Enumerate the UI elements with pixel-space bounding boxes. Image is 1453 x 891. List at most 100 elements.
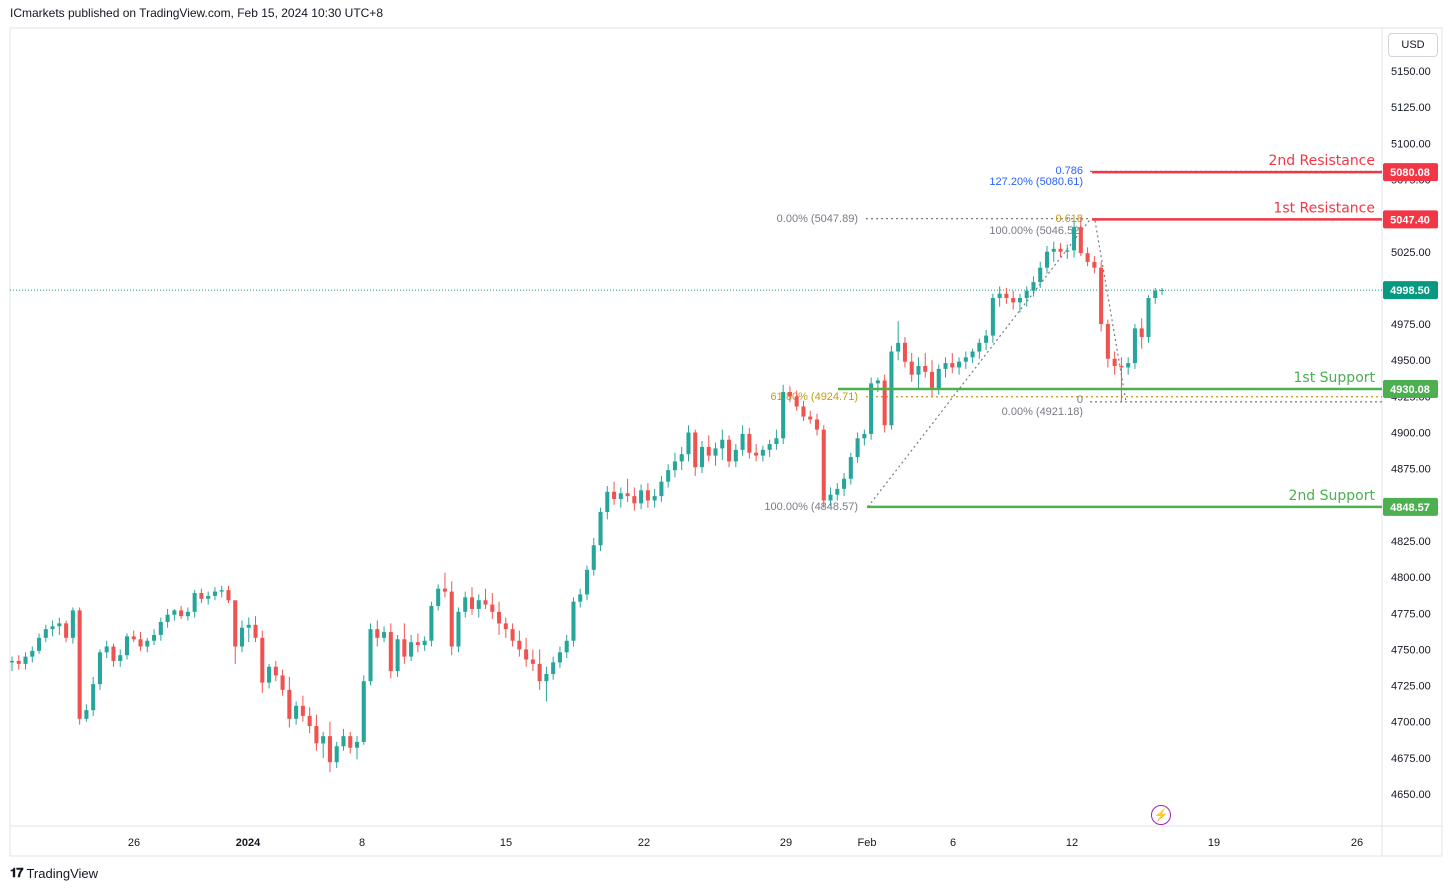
candle-body (923, 365, 928, 372)
candle-body (835, 488, 840, 495)
candle-body (104, 646, 109, 653)
candle-body (605, 491, 610, 513)
fib-ext-127-label: 127.20% (5080.61) (989, 176, 1083, 188)
candle-body (584, 569, 590, 595)
candle-body (50, 626, 55, 630)
candle-body (30, 650, 35, 657)
candle-body (781, 392, 786, 439)
candle-body (524, 649, 529, 660)
x-tick-label: 19 (1208, 837, 1220, 849)
price-tags: 5080.08 5047.40 4930.08 4848.57 4998.50 (1383, 163, 1438, 516)
candle-body (787, 392, 792, 397)
candle-body (111, 646, 116, 661)
candle-body (794, 396, 799, 407)
candle-body (1058, 248, 1063, 252)
x-tick-label: 12 (1066, 837, 1078, 849)
candle-body (246, 624, 251, 628)
candle-body (875, 380, 880, 384)
candle-body (943, 363, 948, 369)
candle-body (625, 493, 630, 497)
level-label: 2nd Resistance (1268, 153, 1375, 169)
candle-body (1146, 298, 1151, 338)
candle-body (767, 444, 772, 450)
time-axis[interactable]: 26 2024 8 15 22 29 Feb 6 12 19 26 (128, 837, 1363, 849)
candle-body (415, 642, 420, 646)
candle-body (963, 357, 968, 362)
candle-body (273, 666, 278, 676)
currency-button[interactable]: USD (1388, 33, 1438, 57)
candle-body (1011, 298, 1016, 303)
candle-body (754, 452, 759, 456)
fib-100-top-label: 100.00% (5046.52) (989, 225, 1083, 237)
candle-body (456, 611, 461, 647)
candle-body (686, 432, 691, 455)
candle-body (118, 655, 123, 661)
candle-body (327, 736, 332, 763)
candle-body (253, 624, 258, 638)
candle-body (1038, 267, 1043, 283)
candle-body (828, 494, 833, 501)
candle-body (510, 629, 515, 641)
y-tick-label: 5025.00 (1391, 247, 1431, 259)
fib-618-left-label: 61.80% (4924.71) (771, 391, 858, 403)
candle-body (855, 438, 860, 458)
y-tick-label: 4950.00 (1391, 355, 1431, 367)
candle-body (280, 675, 285, 690)
tradingview-logo[interactable]: 𝟏𝟕 TradingView (10, 865, 98, 881)
candle-body (720, 439, 725, 449)
candle-body (1078, 227, 1083, 254)
candle-body (571, 601, 576, 641)
candle-body (706, 446, 711, 456)
tradingview-mark-icon: 𝟏𝟕 (10, 865, 24, 880)
candle-body (740, 433, 745, 450)
candle-body (612, 491, 617, 500)
candle-body (652, 496, 657, 501)
support-resistance-levels[interactable]: 2nd Resistance 1st Resistance 1st Support 2… (838, 153, 1382, 509)
candle-body (950, 363, 955, 368)
candle-body (530, 659, 535, 664)
last-price-tag-text: 4998.50 (1390, 285, 1430, 297)
candle-body (354, 741, 360, 748)
candle-body (91, 684, 96, 711)
lightning-bolt-icon[interactable]: ⚡ (1151, 805, 1171, 825)
candle-body (490, 604, 495, 612)
x-tick-label: 26 (128, 837, 140, 849)
chart-frame (9, 27, 1443, 857)
fib-0-top-label: 0.00% (5047.89) (777, 213, 858, 225)
candle-body (1072, 227, 1077, 251)
candle-body (713, 448, 718, 456)
candle-body (476, 600, 481, 609)
candle-body (814, 419, 820, 430)
candle-body (199, 593, 204, 599)
candle-body (990, 298, 995, 336)
y-tick-label: 5100.00 (1391, 138, 1431, 150)
candle-body (382, 632, 387, 638)
candle-body (402, 639, 407, 657)
candle-body (645, 490, 650, 501)
candle-body (124, 636, 130, 656)
candle-body (1017, 298, 1022, 303)
candle-body (1085, 253, 1090, 262)
candle-body (1099, 267, 1104, 325)
candle-body (774, 438, 779, 445)
candle-body (693, 432, 698, 468)
fib-0-low-label: 0 (1077, 394, 1083, 406)
y-tick-label: 4875.00 (1391, 464, 1431, 476)
candle-body (192, 593, 197, 612)
candle-body (422, 640, 427, 646)
candle-body (957, 361, 962, 368)
candle-body (639, 490, 644, 504)
candle-body (497, 611, 502, 624)
last-price-tag (1383, 281, 1438, 300)
candle-body (1105, 324, 1110, 359)
candle-body (70, 610, 75, 638)
candle-body (449, 591, 454, 647)
candle-body (632, 496, 637, 504)
fib-trend-line-up (867, 219, 1091, 508)
y-tick-label: 4700.00 (1391, 717, 1431, 729)
candle-body (179, 610, 184, 617)
candle-body (388, 632, 393, 672)
candlestick-series (9, 217, 1165, 773)
